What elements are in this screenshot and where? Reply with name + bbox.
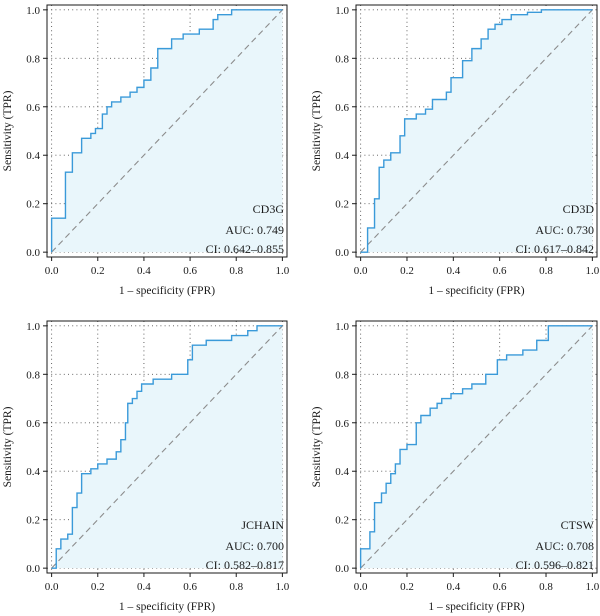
gene-name-label: JCHAIN (241, 518, 284, 532)
x-tick-label: 0.4 (137, 581, 151, 593)
y-tick-label: 1.0 (26, 321, 40, 333)
y-tick-label: 0.8 (26, 53, 40, 65)
chance-diagonal-line (51, 9, 283, 253)
y-tick-label: 0.2 (335, 515, 349, 527)
x-tick-label: 0.0 (45, 265, 59, 277)
roc-curve-line (50, 9, 283, 253)
x-tick-label: 0.4 (137, 265, 151, 277)
ci-label: CI: 0.617–0.842 (516, 242, 594, 256)
chance-diagonal-line (51, 325, 283, 569)
gene-name-label: CTSW (561, 518, 595, 532)
y-tick-label: 0.0 (26, 247, 40, 259)
y-tick-label: 1.0 (26, 5, 40, 17)
y-tick-label: 0.6 (335, 418, 349, 430)
y-axis-label: Sensitivity (TPR) (311, 406, 323, 487)
ci-label: CI: 0.582–0.817 (206, 558, 284, 572)
x-tick-label: 0.8 (539, 265, 553, 277)
roc-panel-2: 0.0 0.2 0.4 0.6 0.8 1.0 0.0 0.2 0.4 0.6 0.8 1.0 1 – … (311, 4, 600, 297)
x-tick-label: 0.0 (45, 581, 59, 593)
y-tick-label: 0.2 (26, 199, 40, 211)
y-tick-label: 0.0 (335, 247, 349, 259)
y-tick-label: 0.6 (335, 102, 349, 114)
roc-curve-line (51, 325, 283, 569)
ci-label: CI: 0.596–0.821 (516, 558, 594, 572)
plot-frame (355, 4, 598, 258)
y-tick-label: 0.0 (26, 563, 40, 575)
y-axis-label: Sensitivity (TPR) (2, 406, 14, 487)
x-axis-label: 1 – specificity (FPR) (119, 285, 215, 297)
x-axis-label: 1 – specificity (FPR) (428, 285, 524, 297)
x-tick-label: 0.6 (183, 265, 197, 277)
y-tick-label: 0.2 (26, 515, 40, 527)
gene-name-label: CD3G (253, 202, 285, 216)
plot-frame (355, 320, 598, 574)
x-tick-label: 0.2 (400, 581, 414, 593)
y-tick-label: 0.4 (26, 466, 40, 478)
x-tick-label: 0.8 (539, 581, 553, 593)
chance-diagonal-line (360, 325, 593, 569)
x-tick-label: 0.0 (354, 581, 368, 593)
x-tick-label: 1.0 (276, 581, 290, 593)
x-tick-label: 0.6 (183, 581, 197, 593)
roc-curve-line (360, 9, 593, 253)
x-axis-label: 1 – specificity (FPR) (428, 601, 524, 613)
x-tick-label: 0.2 (91, 581, 105, 593)
y-tick-label: 0.6 (26, 418, 40, 430)
x-axis-label: 1 – specificity (FPR) (119, 601, 215, 613)
auc-label: AUC: 0.730 (535, 223, 594, 237)
x-tick-label: 0.0 (354, 265, 368, 277)
x-tick-label: 1.0 (276, 265, 290, 277)
roc-curve-line (359, 325, 593, 569)
gene-name-label: CD3D (563, 202, 595, 216)
y-tick-label: 0.2 (335, 199, 349, 211)
y-tick-label: 0.0 (335, 563, 349, 575)
y-tick-label: 1.0 (335, 321, 349, 333)
x-tick-label: 0.8 (229, 581, 243, 593)
x-tick-label: 0.6 (493, 265, 507, 277)
auc-label: AUC: 0.708 (535, 539, 594, 553)
ci-label: CI: 0.642–0.855 (206, 242, 284, 256)
y-tick-label: 0.6 (26, 102, 40, 114)
x-tick-label: 0.8 (229, 265, 243, 277)
roc-panel-1: 0.0 0.2 0.4 0.6 0.8 1.0 0.0 0.2 0.4 0.6 0.8 1.0 1 – … (2, 4, 290, 297)
x-tick-label: 1.0 (585, 265, 599, 277)
x-tick-label: 0.2 (91, 265, 105, 277)
roc-panel-4: 0.0 0.2 0.4 0.6 0.8 1.0 0.0 0.2 0.4 0.6 0.8 1.0 1 – … (311, 320, 600, 613)
auc-label: AUC: 0.700 (225, 539, 284, 553)
y-tick-label: 1.0 (335, 5, 349, 17)
x-tick-label: 0.6 (493, 581, 507, 593)
auc-label: AUC: 0.749 (225, 223, 284, 237)
chance-diagonal-line (360, 9, 593, 253)
x-tick-label: 0.4 (446, 265, 460, 277)
y-tick-label: 0.8 (335, 369, 349, 381)
y-tick-label: 0.8 (26, 369, 40, 381)
y-tick-label: 0.4 (26, 150, 40, 162)
x-tick-label: 1.0 (585, 581, 599, 593)
y-tick-label: 0.4 (335, 466, 349, 478)
y-axis-label: Sensitivity (TPR) (2, 90, 14, 171)
y-tick-label: 0.8 (335, 53, 349, 65)
y-axis-label: Sensitivity (TPR) (311, 90, 323, 171)
y-tick-label: 0.4 (335, 150, 349, 162)
plot-frame (46, 4, 288, 258)
x-tick-label: 0.2 (400, 265, 414, 277)
plot-frame (46, 320, 288, 574)
roc-panel-3: 0.0 0.2 0.4 0.6 0.8 1.0 0.0 0.2 0.4 0.6 0.8 1.0 1 – … (2, 320, 290, 613)
x-tick-label: 0.4 (446, 581, 460, 593)
